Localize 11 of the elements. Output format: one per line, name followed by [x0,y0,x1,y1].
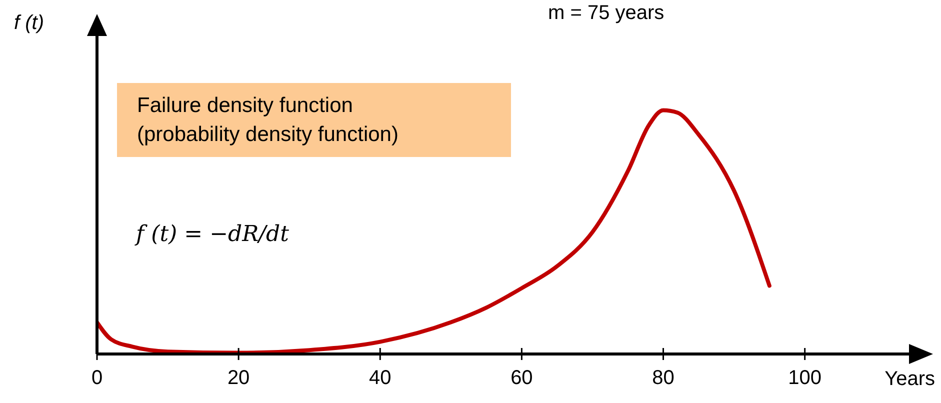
x-tick-label: 0 [91,367,103,389]
x-axis-title: Years [884,368,935,391]
text: m = 75 years [548,2,664,25]
x-tick-label: 60 [510,367,533,389]
x-tick-label: 100 [788,367,822,389]
x-tick-label: 40 [369,367,392,389]
y-axis-title: f (t) [14,12,44,35]
x-tick-label: 20 [227,367,250,389]
text-box: Failure density function (probability density function) [117,83,511,157]
annotation: f (t) = −dR/dt [136,222,289,247]
x-tick-label: 80 [652,367,674,389]
